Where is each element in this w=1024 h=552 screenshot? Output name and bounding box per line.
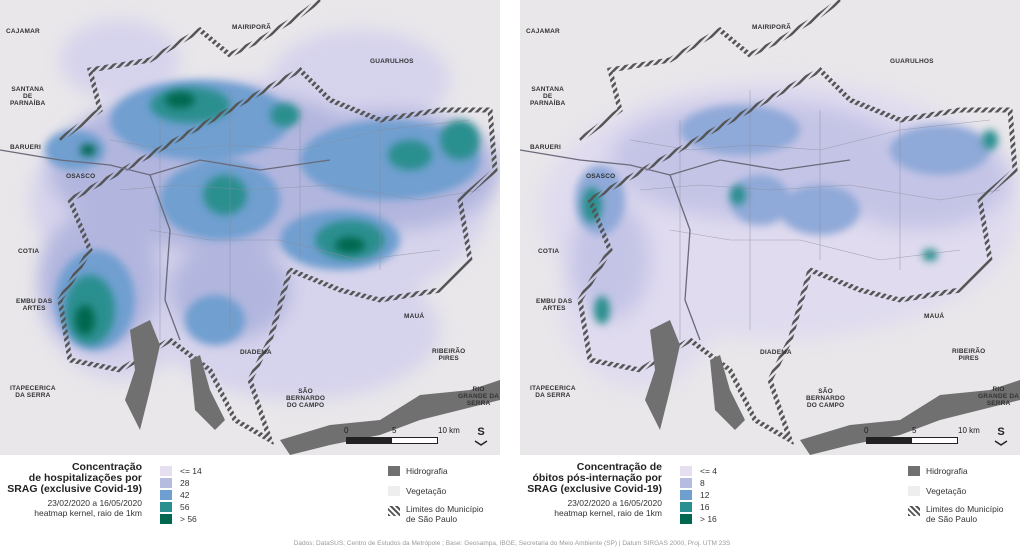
place-label-maua: MAUÁ xyxy=(924,313,945,320)
place-label-maua: MAUÁ xyxy=(404,313,425,320)
place-label-rio-grande-da-serra: RIO GRANDE DA SERRA xyxy=(978,386,1020,407)
legend-label-class-4: 56 xyxy=(180,502,190,512)
legend-method: heatmap kernel, raio de 1km xyxy=(34,508,142,518)
legend-deaths: Concentração de óbitos pós-internação por… xyxy=(520,458,1020,538)
municipal-boundary xyxy=(57,0,498,446)
place-label-embu-das-artes: EMBU DAS ARTES xyxy=(536,298,573,312)
municipal-boundary-hatch-swatch xyxy=(388,506,400,516)
place-label-barueri: BARUERI xyxy=(530,144,562,151)
place-label-cotia: COTIA xyxy=(538,248,560,255)
scale-bar xyxy=(866,437,958,444)
place-label-barueri: BARUERI xyxy=(10,144,42,151)
place-label-cajamar: CAJAMAR xyxy=(6,28,40,35)
hydrography xyxy=(125,320,500,455)
north-arrow-icon: S xyxy=(994,426,1008,446)
place-label-osasco: OSASCO xyxy=(66,173,96,180)
place-label-guarulhos: GUARULHOS xyxy=(370,58,414,65)
place-label-itapecerica-da-serra: ITAPECERICA DA SERRA xyxy=(10,385,56,399)
reference-label-vegetation: Vegetação xyxy=(926,486,967,496)
legend-label-class-4: 16 xyxy=(700,502,710,512)
scale-bar xyxy=(346,437,438,444)
municipal-boundary-hatch-swatch xyxy=(908,506,920,516)
reference-label-municipal-boundary: Limites do Município de São Paulo xyxy=(406,504,484,524)
reference-label-municipal-boundary: Limites do Município de São Paulo xyxy=(926,504,1004,524)
legend-title: Concentração de óbitos pós-internação por… xyxy=(527,461,662,495)
legend-swatch-class-4 xyxy=(160,502,172,512)
place-label-sao-bernardo-do-campo: SÃO BERNARDO DO CAMPO xyxy=(286,388,326,409)
reference-label-hydrography: Hidrografia xyxy=(406,466,448,476)
municipal-boundary xyxy=(577,0,1018,446)
legend-swatch-class-5 xyxy=(680,514,692,524)
data-credits: Dados: DataSUS; Centro de Estudos da Met… xyxy=(293,540,731,547)
legend-label-class-2: 8 xyxy=(700,478,705,488)
scale-tick-0: 0 xyxy=(864,426,869,435)
place-label-itapecerica-da-serra: ITAPECERICA DA SERRA xyxy=(530,385,576,399)
place-label-mairipora: MAIRIPORÃ xyxy=(232,24,271,31)
legend-swatch-class-1 xyxy=(680,466,692,476)
legend-swatch-class-2 xyxy=(680,478,692,488)
legend-swatch-class-4 xyxy=(680,502,692,512)
heatmap-deaths xyxy=(520,0,1020,455)
scale-tick-5: 5 xyxy=(392,426,397,435)
legend-label-class-5: > 16 xyxy=(700,514,717,524)
legend-date-range: 23/02/2020 a 16/05/2020 xyxy=(567,498,662,508)
legend-swatch-class-5 xyxy=(160,514,172,524)
legend-label-class-3: 42 xyxy=(180,490,190,500)
place-label-cotia: COTIA xyxy=(18,248,40,255)
place-label-diadema: DIADEMA xyxy=(240,349,272,356)
place-label-sao-bernardo-do-campo: SÃO BERNARDO DO CAMPO xyxy=(806,388,846,409)
legend-date-range: 23/02/2020 a 16/05/2020 xyxy=(47,498,142,508)
place-label-embu-das-artes: EMBU DAS ARTES xyxy=(16,298,53,312)
legend-title: Concentração de hospitalizações por SRAG (… xyxy=(7,461,142,495)
legend-label-class-1: <= 4 xyxy=(700,466,718,476)
hydrography xyxy=(645,320,1020,455)
legend-swatch-class-1 xyxy=(160,466,172,476)
hydrography-swatch xyxy=(388,466,400,476)
scale-tick-5: 5 xyxy=(912,426,917,435)
reference-label-hydrography: Hidrografia xyxy=(926,466,968,476)
place-label-ribeirao-pires: RIBEIRÃO PIRES xyxy=(952,348,986,362)
map-hospitalizations: CAJAMAR MAIRIPORÃ GUARULHOS SANTANA DE PAR… xyxy=(0,0,500,455)
legend-swatch-class-3 xyxy=(680,490,692,500)
hydrography-swatch xyxy=(908,466,920,476)
place-label-santana-de-parnaiba: SANTANA DE PARNAÍBA xyxy=(10,86,46,107)
place-label-mairipora: MAIRIPORÃ xyxy=(752,24,791,31)
vegetation-swatch xyxy=(388,486,400,496)
legend-label-class-2: 28 xyxy=(180,478,190,488)
vegetation-swatch xyxy=(908,486,920,496)
north-arrow-icon: S xyxy=(474,426,488,446)
legend-label-class-1: <= 14 xyxy=(180,466,202,476)
legend-label-class-5: > 56 xyxy=(180,514,197,524)
place-label-santana-de-parnaiba: SANTANA DE PARNAÍBA xyxy=(530,86,566,107)
place-label-guarulhos: GUARULHOS xyxy=(890,58,934,65)
scale-tick-10km: 10 km xyxy=(438,426,460,435)
place-label-rio-grande-da-serra: RIO GRANDE DA SERRA xyxy=(458,386,500,407)
legend-swatch-class-2 xyxy=(160,478,172,488)
place-label-ribeirao-pires: RIBEIRÃO PIRES xyxy=(432,348,466,362)
legend-swatch-class-3 xyxy=(160,490,172,500)
reference-label-vegetation: Vegetação xyxy=(406,486,447,496)
place-label-cajamar: CAJAMAR xyxy=(526,28,560,35)
scale-tick-0: 0 xyxy=(344,426,349,435)
map-post-admission-deaths: CAJAMAR MAIRIPORÃ GUARULHOS SANTANA DE PAR… xyxy=(520,0,1020,455)
scale-tick-10km: 10 km xyxy=(958,426,980,435)
legend-label-class-3: 12 xyxy=(700,490,710,500)
place-label-diadema: DIADEMA xyxy=(760,349,792,356)
heatmap-hospitalizations xyxy=(0,0,500,455)
legend-hospitalizations: Concentração de hospitalizações por SRAG (… xyxy=(0,458,500,538)
place-label-osasco: OSASCO xyxy=(586,173,616,180)
legend-method: heatmap kernel, raio de 1km xyxy=(554,508,662,518)
